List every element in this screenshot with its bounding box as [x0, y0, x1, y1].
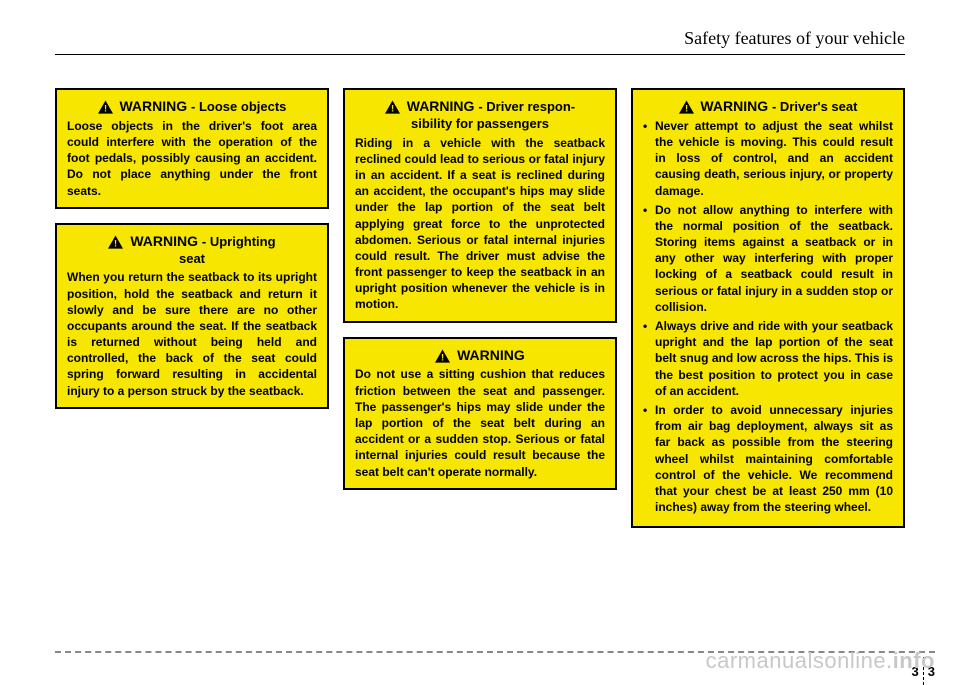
warning-header: ! WARNING - Uprighting seat — [67, 233, 317, 267]
warning-bullet-item: Always drive and ride with your seatback… — [643, 318, 893, 399]
warning-body: When you return the seatback to its upri… — [67, 269, 317, 399]
column-1: ! WARNING - Loose objects Loose objects … — [55, 88, 329, 528]
warning-label: WARNING — [130, 233, 198, 249]
watermark-part1: carmanualsonline. — [706, 648, 893, 673]
warning-subtitle: - Uprighting — [202, 234, 276, 249]
warning-bullet-item: Never attempt to adjust the seat whilst … — [643, 118, 893, 199]
warning-header: ! WARNING - Loose objects — [67, 98, 317, 115]
warning-triangle-icon: ! — [679, 100, 694, 114]
svg-text:!: ! — [441, 353, 444, 363]
warning-triangle-icon: ! — [108, 235, 123, 249]
warning-subtitle: - Driver respon- — [478, 99, 575, 114]
watermark-part2: info — [893, 648, 935, 673]
warning-body: Riding in a vehicle with the seatback re… — [355, 135, 605, 313]
warning-body: Never attempt to adjust the seat whilst … — [643, 118, 893, 516]
warning-label: WARNING — [700, 98, 768, 114]
page-header: Safety features of your vehicle — [55, 28, 905, 55]
warning-triangle-icon: ! — [98, 100, 113, 114]
warning-subtitle: - Loose objects — [191, 99, 286, 114]
column-3: ! WARNING - Driver's seat Never attempt … — [631, 88, 905, 528]
warning-subtitle-line2: sibility for passengers — [411, 116, 549, 131]
warning-triangle-icon: ! — [385, 100, 400, 114]
column-2: ! WARNING - Driver respon- sibility for … — [343, 88, 617, 528]
warning-sitting-cushion: ! WARNING Do not use a sitting cushion t… — [343, 337, 617, 490]
warning-bullet-item: Do not allow anything to interfere with … — [643, 202, 893, 315]
warning-triangle-icon: ! — [435, 349, 450, 363]
svg-text:!: ! — [104, 104, 107, 114]
warning-subtitle: - Driver's seat — [772, 99, 857, 114]
warning-header: ! WARNING - Driver's seat — [643, 98, 893, 115]
warning-loose-objects: ! WARNING - Loose objects Loose objects … — [55, 88, 329, 209]
section-title: Safety features of your vehicle — [684, 28, 905, 48]
svg-text:!: ! — [391, 104, 394, 114]
warning-label: WARNING — [119, 98, 187, 114]
warning-body: Do not use a sitting cushion that reduce… — [355, 366, 605, 479]
svg-text:!: ! — [684, 104, 687, 114]
warning-label: WARNING — [407, 98, 475, 114]
content-grid: ! WARNING - Loose objects Loose objects … — [55, 88, 905, 528]
svg-text:!: ! — [114, 239, 117, 249]
warning-header: ! WARNING — [355, 347, 605, 364]
warning-bullet-list: Never attempt to adjust the seat whilst … — [643, 118, 893, 516]
warning-driver-responsibility: ! WARNING - Driver respon- sibility for … — [343, 88, 617, 323]
warning-label: WARNING — [457, 347, 525, 363]
warning-drivers-seat: ! WARNING - Driver's seat Never attempt … — [631, 88, 905, 528]
warning-header: ! WARNING - Driver respon- sibility for … — [355, 98, 605, 132]
warning-subtitle-line2: seat — [179, 251, 205, 266]
warning-bullet-item: In order to avoid unnecessary injuries f… — [643, 402, 893, 515]
warning-body: Loose objects in the driver's foot area … — [67, 118, 317, 199]
warning-uprighting-seat: ! WARNING - Uprighting seat When you ret… — [55, 223, 329, 409]
watermark: carmanualsonline.info — [706, 648, 935, 674]
